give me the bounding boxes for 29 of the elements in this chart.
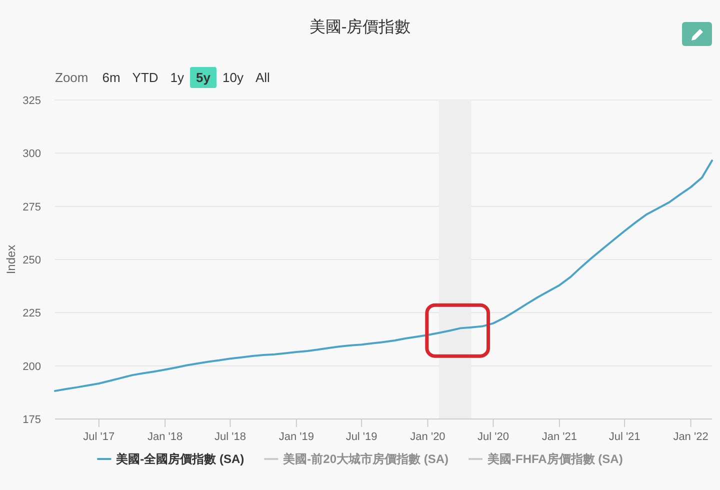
legend-item: 美國-全國房價指數 (SA) — [97, 452, 244, 466]
y-tick-label: 225 — [22, 308, 41, 320]
range-button-label: 1y — [170, 70, 184, 85]
range-selector-label: Zoom — [55, 70, 88, 85]
range-button-label: YTD — [132, 70, 158, 85]
x-tick-label: Jan '19 — [278, 431, 314, 443]
range-button-label: 10y — [222, 70, 244, 85]
range-button-label: 6m — [102, 70, 120, 85]
legend-item: 美國-前20大城市房價指數 (SA) — [264, 452, 448, 466]
x-tick-label: Jul '20 — [478, 431, 509, 443]
y-tick-label: 175 — [22, 414, 41, 426]
range-button-label: 5y — [196, 70, 210, 85]
y-tick-label: 300 — [22, 148, 41, 160]
x-tick-label: Jan '22 — [673, 431, 708, 443]
range-button-label: All — [255, 70, 270, 85]
y-tick-label: 200 — [22, 360, 41, 373]
y-tick-label: 275 — [22, 201, 41, 214]
legend-item: 美國-FHFA房價指數 (SA) — [468, 452, 623, 466]
x-tick-label: Jul '21 — [608, 431, 640, 443]
y-axis-title: Index — [4, 244, 18, 274]
x-tick-label: Jan '20 — [410, 431, 446, 443]
x-tick-label: Jan '18 — [148, 431, 183, 443]
x-tick-label: Jan '21 — [542, 431, 578, 443]
y-tick-label: 325 — [22, 95, 41, 107]
x-tick-label: Jul '19 — [346, 431, 378, 443]
x-tick-label: Jul '17 — [83, 431, 115, 443]
title: 美國-房價指數 — [309, 19, 411, 36]
y-tick-label: 250 — [22, 254, 41, 266]
x-tick-label: Jul '18 — [214, 431, 246, 443]
